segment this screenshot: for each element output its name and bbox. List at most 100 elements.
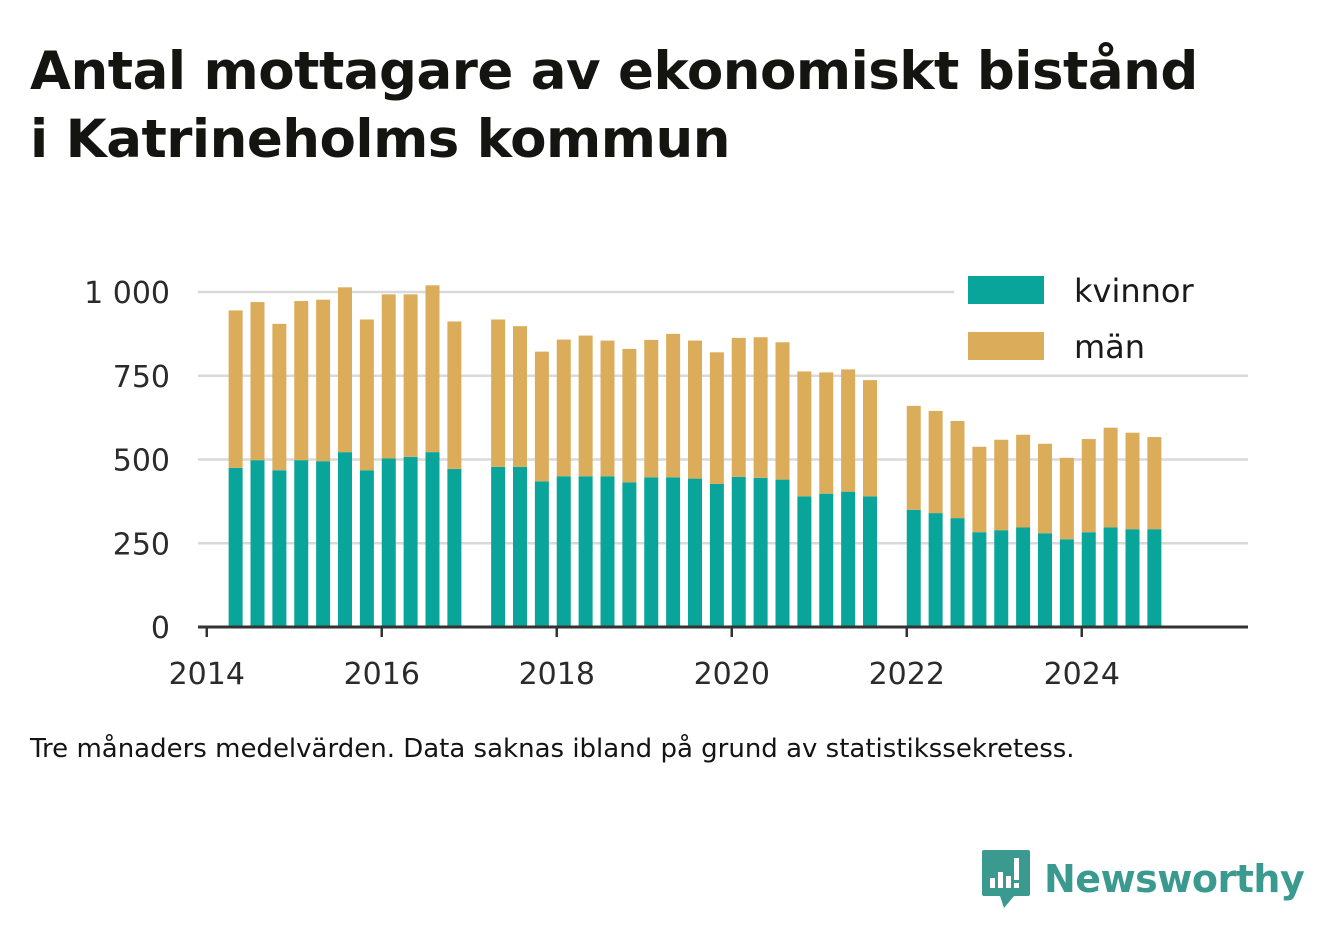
bar-kvinnor — [228, 467, 243, 627]
bar-kvinnor — [819, 493, 834, 627]
bar-kvinnor — [950, 518, 965, 627]
bar-man — [513, 326, 527, 467]
bar-man — [644, 339, 659, 478]
bar-man — [819, 372, 834, 494]
bar-kvinnor — [709, 483, 724, 627]
bar-man — [272, 323, 287, 471]
y-tick-label: 250 — [113, 527, 170, 562]
bar-man — [491, 319, 506, 467]
bar-kvinnor — [1147, 529, 1162, 627]
legend-swatch — [968, 332, 1044, 360]
bar-kvinnor — [403, 456, 418, 627]
bar-man — [228, 310, 243, 468]
x-tick-label: 2016 — [344, 657, 420, 692]
legend-swatch — [968, 276, 1044, 304]
brand-name: Newsworthy — [1044, 857, 1305, 901]
bar-kvinnor — [556, 476, 571, 627]
x-tick-label: 2020 — [694, 657, 770, 692]
bar-man — [950, 420, 965, 519]
y-tick-label: 1 000 — [84, 276, 170, 311]
bar-kvinnor — [753, 477, 768, 627]
bar-kvinnor — [272, 470, 287, 627]
bar-man — [775, 342, 790, 480]
bar-man — [316, 299, 331, 462]
y-tick-label: 500 — [113, 444, 170, 479]
y-tick-label: 0 — [151, 611, 170, 646]
x-tick-label: 2024 — [1044, 657, 1120, 692]
bar-man — [338, 287, 352, 453]
bar-kvinnor — [775, 479, 790, 627]
bar-kvinnor — [447, 468, 462, 627]
x-tick-label: 2014 — [169, 657, 245, 692]
legend-label: män — [1074, 328, 1145, 366]
chart-title: Antal mottagare av ekonomiskt bistånd i … — [30, 38, 1300, 174]
bar-man — [425, 285, 440, 453]
bar-man — [1103, 427, 1118, 528]
title-line-1: Antal mottagare av ekonomiskt bistånd — [30, 41, 1198, 102]
bar-man — [1059, 457, 1074, 540]
bar-man — [1147, 437, 1162, 530]
bar-man — [994, 439, 1009, 531]
bar-kvinnor — [972, 532, 987, 627]
bar-man — [250, 302, 265, 461]
bar-kvinnor — [491, 466, 506, 627]
x-tick-label: 2018 — [519, 657, 595, 692]
title-line-2: i Katrineholms kommun — [30, 109, 730, 170]
bars — [228, 285, 1162, 627]
bar-kvinnor — [294, 460, 309, 627]
bar-man — [1016, 434, 1031, 528]
bar-kvinnor — [316, 461, 331, 627]
bar-man — [928, 410, 943, 514]
bar-man — [556, 339, 571, 477]
bar-kvinnor — [250, 460, 265, 627]
bar-kvinnor — [622, 482, 637, 627]
bar-man — [600, 340, 615, 477]
bar-man — [841, 369, 856, 492]
bar-kvinnor — [731, 476, 746, 627]
axes: 0 250 500 750 1 000 2014 2016 2018 2020 2022 2024 — [84, 276, 1248, 692]
newsworthy-icon — [982, 850, 1030, 908]
bar-man — [294, 301, 309, 461]
bar-kvinnor — [797, 496, 812, 627]
bar-kvinnor — [863, 496, 877, 627]
bar-man — [1125, 432, 1140, 530]
bar-kvinnor — [1016, 527, 1031, 627]
bar-man — [381, 294, 396, 459]
bar-kvinnor — [928, 513, 943, 627]
bar-kvinnor — [1125, 529, 1140, 627]
bar-man — [534, 351, 549, 482]
bar-man — [403, 294, 418, 457]
bar-kvinnor — [906, 509, 921, 627]
bar-man — [906, 405, 921, 510]
bar-kvinnor — [338, 452, 352, 627]
bar-man — [666, 333, 681, 478]
bar-kvinnor — [994, 530, 1009, 627]
bar-kvinnor — [381, 458, 396, 627]
bar-kvinnor — [1038, 533, 1052, 627]
bar-kvinnor — [644, 477, 659, 627]
x-tick-label: 2022 — [869, 657, 945, 692]
bar-man — [1081, 439, 1096, 533]
bar-kvinnor — [513, 466, 527, 627]
bar-kvinnor — [534, 481, 549, 627]
bar-man — [578, 335, 593, 477]
bar-man — [1038, 443, 1052, 534]
bar-kvinnor — [666, 477, 681, 627]
bar-kvinnor — [425, 452, 440, 627]
footnote: Tre månaders medelvärden. Data saknas ib… — [30, 734, 1075, 764]
bar-man — [447, 321, 462, 469]
brand-logo: Newsworthy — [980, 848, 1305, 910]
legend-label: kvinnor — [1074, 272, 1195, 310]
bar-kvinnor — [688, 478, 702, 627]
bar-kvinnor — [1103, 527, 1118, 627]
bar-man — [359, 319, 374, 471]
bar-kvinnor — [1059, 539, 1074, 627]
bar-man — [797, 371, 812, 497]
bar-man — [622, 348, 637, 483]
bar-man — [753, 337, 768, 478]
bar-man — [863, 380, 877, 497]
bar-kvinnor — [841, 491, 856, 627]
bar-kvinnor — [359, 470, 374, 627]
bar-kvinnor — [578, 476, 593, 627]
